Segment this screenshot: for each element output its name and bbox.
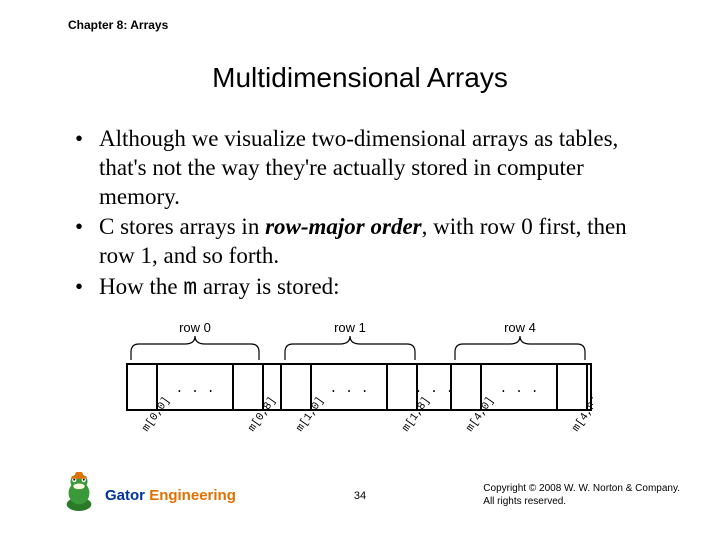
svg-text:. . .: . . . bbox=[499, 381, 538, 396]
svg-text:. . .: . . . bbox=[329, 381, 368, 396]
bullet-text: Although we visualize two-dimensional ar… bbox=[99, 125, 660, 211]
row-label: row 0 bbox=[179, 320, 211, 335]
svg-text:. . .: . . . bbox=[414, 381, 453, 396]
copyright: Copyright © 2008 W. W. Norton & Company.… bbox=[483, 482, 680, 508]
row-major-diagram: row 0 row 1 row 4 . . . bbox=[125, 320, 593, 440]
bullet-text: How the m array is stored: bbox=[99, 273, 660, 303]
bullet-item: • How the m array is stored: bbox=[75, 273, 660, 303]
bullet-dot: • bbox=[75, 213, 99, 271]
bullet-text: C stores arrays in row-major order, with… bbox=[99, 213, 660, 271]
chapter-header: Chapter 8: Arrays bbox=[68, 18, 168, 32]
row-label: row 4 bbox=[504, 320, 536, 335]
bullet-dot: • bbox=[75, 125, 99, 211]
bullet-dot: • bbox=[75, 273, 99, 303]
page-title: Multidimensional Arrays bbox=[0, 62, 720, 94]
bullet-item: • C stores arrays in row-major order, wi… bbox=[75, 213, 660, 271]
bullet-item: • Although we visualize two-dimensional … bbox=[75, 125, 660, 211]
svg-text:. . .: . . . bbox=[175, 381, 214, 396]
cell-label: m[4,8] bbox=[570, 395, 593, 434]
bullet-list: • Although we visualize two-dimensional … bbox=[75, 125, 660, 305]
row-label: row 1 bbox=[334, 320, 366, 335]
footer: Gator Engineering 34 Copyright © 2008 W.… bbox=[0, 472, 720, 512]
